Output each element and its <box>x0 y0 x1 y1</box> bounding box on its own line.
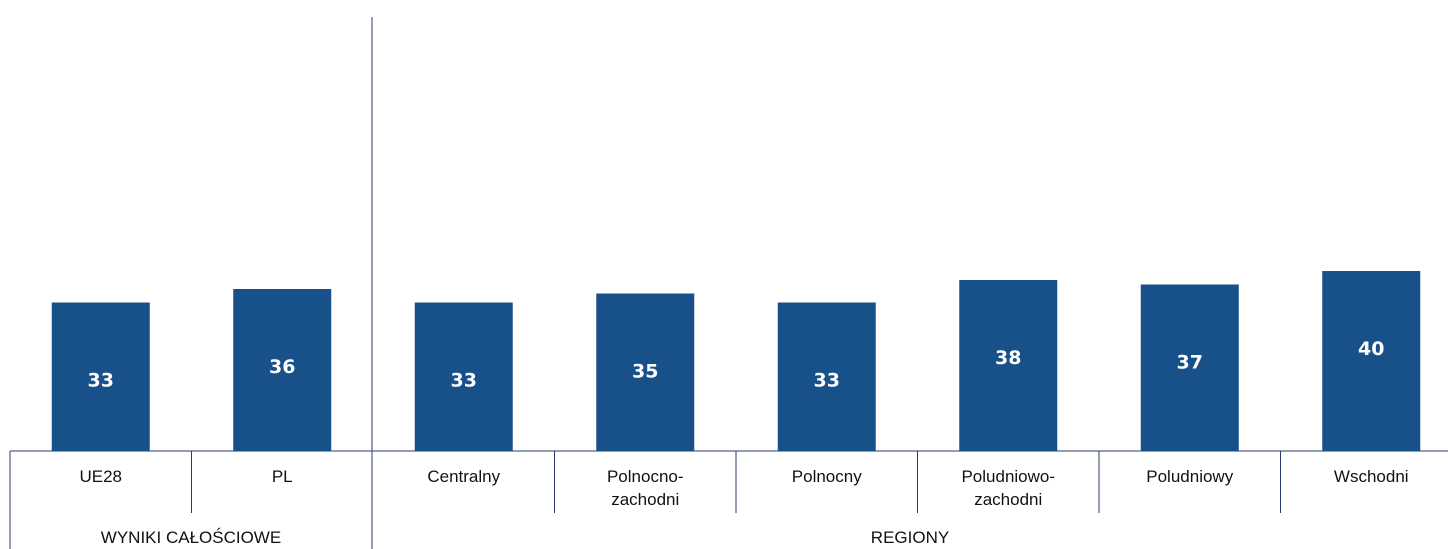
data-label: 40 <box>1358 338 1384 360</box>
bar-polnocno-zachodni <box>596 293 695 451</box>
bar-pl <box>233 289 332 451</box>
x-tick-label: Polnocny <box>792 467 862 486</box>
x-tick-label: Centralny <box>427 467 500 486</box>
data-label: 36 <box>269 356 295 378</box>
bar-poludniowy <box>1140 284 1239 451</box>
x-tick-label: Poludniowo-zachodni <box>961 467 1055 509</box>
x-tick-label: UE28 <box>79 467 122 486</box>
bar-ue28 <box>51 302 150 451</box>
bar-polnocny <box>777 302 876 451</box>
x-tick-label: Poludniowy <box>1146 467 1233 486</box>
group-label: WYNIKI CAŁOŚCIOWE <box>101 528 281 547</box>
data-label: 33 <box>814 370 840 392</box>
data-label: 33 <box>88 370 114 392</box>
group-label: REGIONY <box>871 528 949 547</box>
data-label: 38 <box>995 347 1021 369</box>
data-label: 33 <box>451 370 477 392</box>
bar-wschodni <box>1322 271 1421 451</box>
x-tick-label: Polnocno-zachodni <box>607 467 684 509</box>
data-label: 37 <box>1177 352 1203 374</box>
bar-centralny <box>414 302 513 451</box>
bar-poludniowo-zachodni <box>959 280 1058 451</box>
x-tick-label: Wschodni <box>1334 467 1409 486</box>
data-label: 35 <box>632 361 658 383</box>
x-tick-label: PL <box>272 467 293 486</box>
